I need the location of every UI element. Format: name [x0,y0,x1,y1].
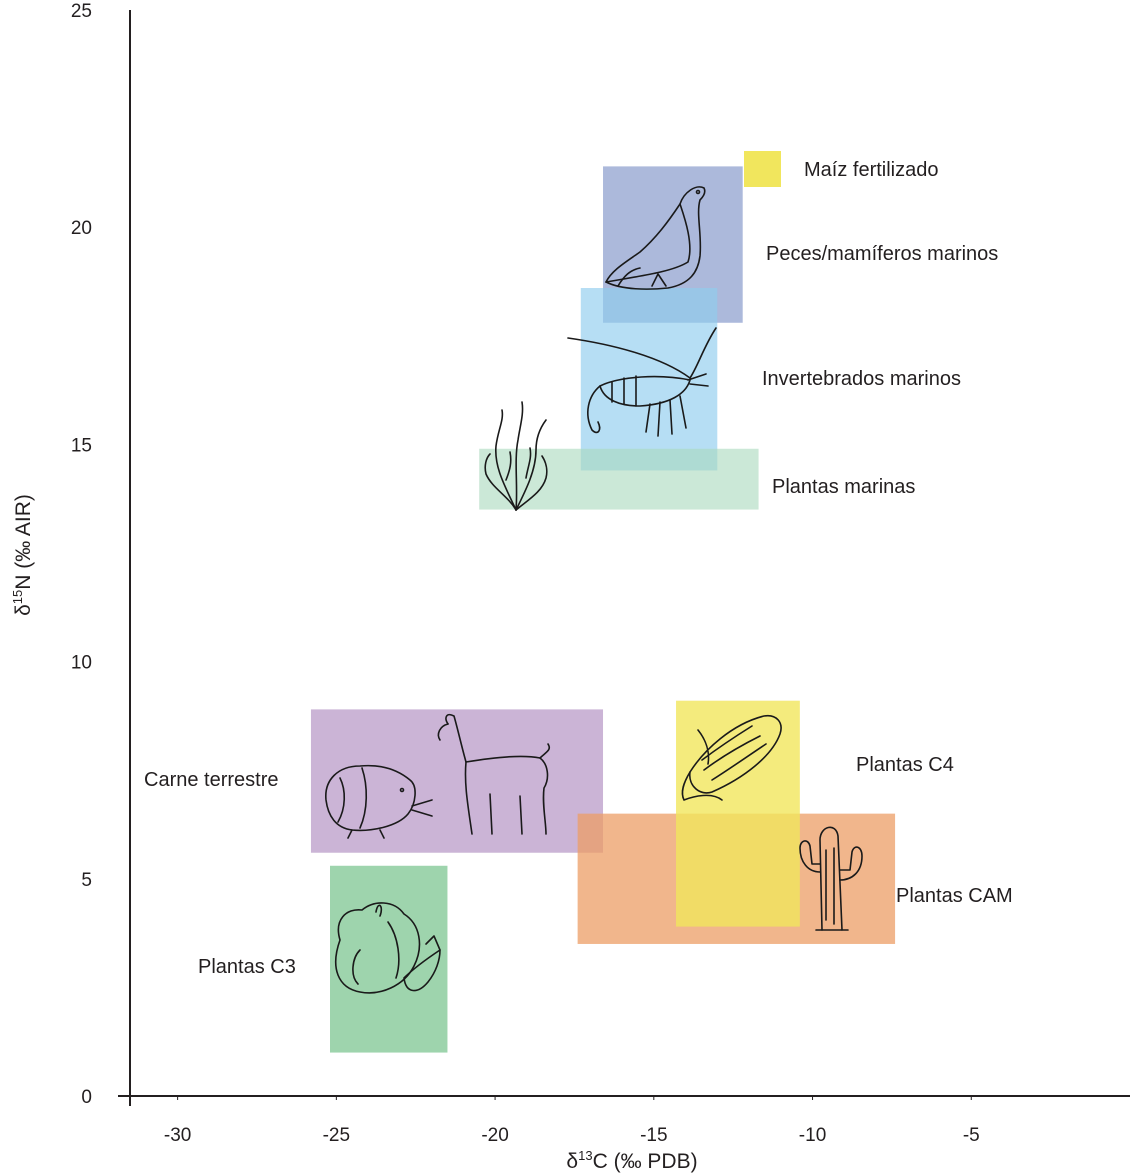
label-plantas-marinas: Plantas marinas [772,476,915,498]
x-axis-title: δ13C (‰ PDB) [566,1148,697,1173]
x-tick-label: -30 [164,1125,191,1146]
x-tick-label: -15 [640,1125,667,1146]
label-carne: Carne terrestre [144,769,279,791]
x-tick-label: -10 [799,1125,826,1146]
y-tick-label: 5 [81,870,92,891]
y-tick-label: 0 [81,1087,92,1108]
y-tick-label: 20 [71,218,92,239]
legend-label: Maíz fertilizado [804,159,939,181]
region-plantas-marinas [479,448,759,510]
axes: -30 -25 -20 -15 -10 -5 0 5 10 15 20 25 δ13C (‰ PDB… [10,1,1130,1173]
y-tick-label: 15 [71,435,92,456]
region-boxes [310,166,896,1053]
region-c3 [330,865,448,1053]
legend: Maíz fertilizado [744,151,939,187]
y-tick-label: 10 [71,653,92,674]
region-labels: Peces/mamíferos marinos Invertebrados ma… [144,243,1013,978]
x-tick-label: -25 [323,1125,350,1146]
label-peces: Peces/mamíferos marinos [766,243,998,265]
region-c4 [676,700,800,927]
label-c3: Plantas C3 [198,956,296,978]
sea-lion-icon [605,186,706,290]
y-axis-title: δ15N (‰ AIR) [10,494,35,616]
seaweed-icon [484,401,548,511]
legend-swatch [744,151,781,187]
y-tick-label: 25 [71,1,92,22]
region-carne [310,709,604,853]
label-invertebrados: Invertebrados marinos [762,368,961,390]
cactus-icon [799,826,863,931]
guinea-pig-icon [325,764,433,839]
region-invertebrados [580,288,718,471]
x-tick-label: -20 [481,1125,508,1146]
llama-icon [437,713,551,835]
label-cam: Plantas CAM [896,885,1013,907]
x-tick-labels: -30 -25 -20 -15 -10 -5 [164,1096,980,1146]
x-tick-label: -5 [963,1125,980,1146]
label-c4: Plantas C4 [856,754,954,776]
y-tick-labels: 0 5 10 15 20 25 [71,1,92,1108]
shrimp-icon [567,327,717,437]
vegetables-icon [335,902,441,994]
corn-icon [681,714,782,801]
